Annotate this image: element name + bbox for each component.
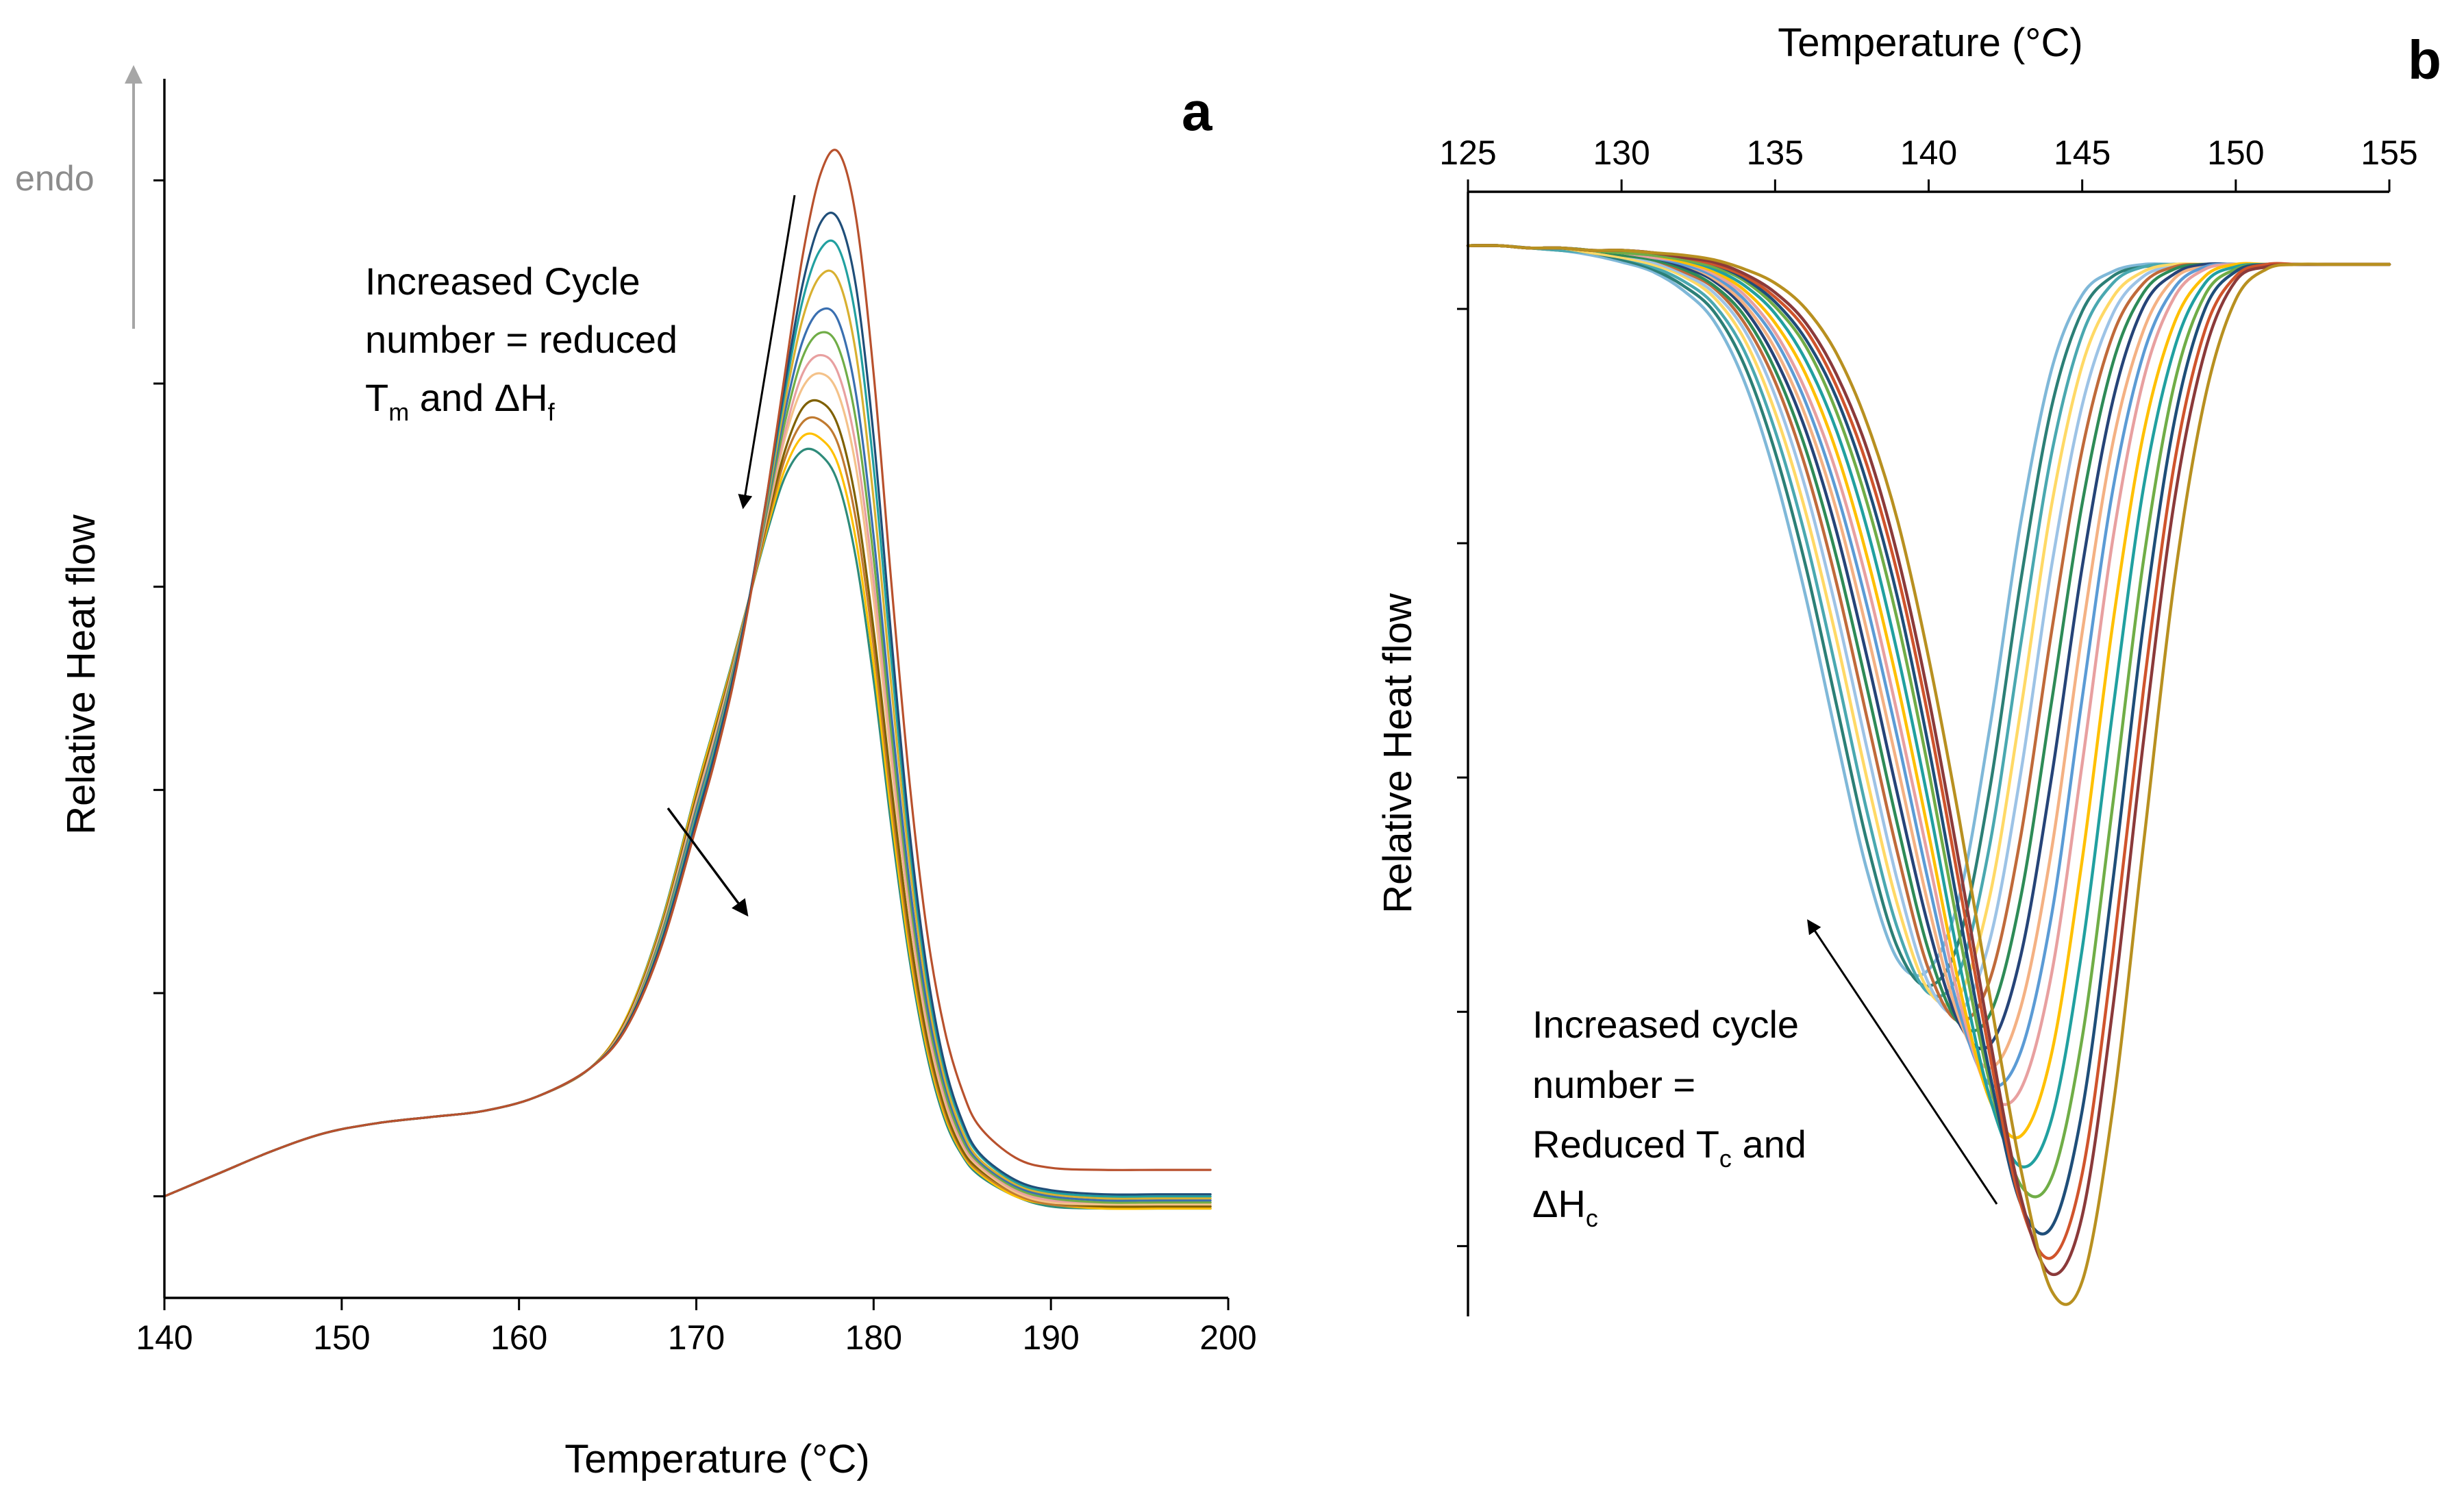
panel-a-x-tick-label: 150 bbox=[313, 1318, 370, 1357]
panel-a-series-line bbox=[163, 307, 1212, 1202]
panel-b-x-tick-label: 150 bbox=[2207, 134, 2264, 172]
panel-b-x-axis-label: Temperature (°C) bbox=[1778, 21, 2082, 65]
panel-b-series-line bbox=[1466, 244, 2391, 988]
panel-b-x-ticks: 125 130 135 140 145 150 155 bbox=[1439, 134, 2418, 192]
panel-b-curves bbox=[1466, 244, 2391, 1306]
panel-a-annotation-line1: Increased Cycle bbox=[365, 260, 640, 303]
panel-a-series-line bbox=[163, 416, 1212, 1208]
panel-a-series-line bbox=[163, 331, 1212, 1204]
panel-a-series-line bbox=[163, 399, 1212, 1208]
endo-arrow-head bbox=[125, 65, 142, 84]
panel-b-x-tick-label: 140 bbox=[1900, 134, 1957, 172]
panel-b-letter: b bbox=[2408, 29, 2441, 90]
panel-b-y-ticks bbox=[1457, 308, 1468, 1247]
panel-a-curves bbox=[163, 149, 1212, 1210]
panel-b-series-line bbox=[1466, 244, 2391, 1277]
panel-b-series-line bbox=[1466, 244, 2391, 1033]
panel-b-x-tick-label: 125 bbox=[1439, 134, 1496, 172]
panel-a-shoulder-arrow bbox=[667, 807, 749, 917]
panel-b-annotation-line1: Increased cycle bbox=[1532, 1003, 1799, 1046]
panel-a-x-tick-label: 180 bbox=[845, 1318, 902, 1357]
panel-a-annotation-line2: number = reduced bbox=[365, 318, 677, 361]
panel-a-x-tick-label: 160 bbox=[490, 1318, 547, 1357]
panel-b-series-line bbox=[1466, 244, 2391, 1051]
panel-a-series-line bbox=[163, 239, 1212, 1198]
panel-a-letter: a bbox=[1182, 81, 1212, 142]
panel-a-series-line bbox=[163, 212, 1212, 1198]
panel-a-x-tick-label: 140 bbox=[136, 1318, 192, 1357]
panel-b-annotation-line3: Reduced Tc and bbox=[1532, 1123, 1806, 1173]
panel-a-series-line bbox=[163, 353, 1212, 1204]
panel-a-annotation-line3: Tm and ΔHf bbox=[365, 376, 556, 426]
panel-b-x-tick-label: 135 bbox=[1747, 134, 1804, 172]
panel-b-series-line bbox=[1466, 244, 2391, 1088]
panel-a-x-ticks: 140 150 160 170 180 190 200 bbox=[136, 1298, 1257, 1357]
panel-b-series-line bbox=[1466, 244, 2391, 1306]
panel-a-x-axis-label: Temperature (°C) bbox=[564, 1437, 869, 1481]
panel-a-y-ticks bbox=[153, 179, 164, 1198]
panel-b-annotation-line4: ΔHc bbox=[1532, 1182, 1598, 1232]
panel-a-series-line bbox=[163, 149, 1212, 1198]
panel-a-chart: endo 140 150 160 170 180 190 200 Temperature (… bbox=[15, 65, 1257, 1481]
panel-a-series-line bbox=[163, 269, 1212, 1200]
panel-a-x-tick-label: 200 bbox=[1199, 1318, 1256, 1357]
panel-a-x-tick-label: 170 bbox=[668, 1318, 725, 1357]
panel-b-x-tick-label: 155 bbox=[2361, 134, 2417, 172]
panel-a-peak-arrow bbox=[738, 195, 796, 510]
panel-b-x-tick-label: 130 bbox=[1593, 134, 1650, 172]
panel-b-chart: 125 130 135 140 145 150 155 Temperature (°C) R… bbox=[1376, 21, 2441, 1316]
panel-b-series-line bbox=[1466, 244, 2391, 1199]
endo-label: endo bbox=[15, 159, 95, 199]
panel-b-series-line bbox=[1466, 244, 2391, 1007]
panel-b-y-axis-label: Relative Heat flow bbox=[1376, 592, 1420, 914]
panel-b-series-line bbox=[1466, 244, 2391, 1016]
panel-b-series-line bbox=[1466, 244, 2391, 1106]
panel-b-x-tick-label: 145 bbox=[2054, 134, 2111, 172]
panel-a-series-line bbox=[163, 372, 1212, 1206]
panel-a-x-tick-label: 190 bbox=[1022, 1318, 1079, 1357]
panel-b-annotation-line2: number = bbox=[1532, 1063, 1695, 1106]
panel-b-shift-arrow bbox=[1807, 919, 1998, 1205]
panel-a-y-axis-label: Relative Heat flow bbox=[59, 514, 103, 835]
